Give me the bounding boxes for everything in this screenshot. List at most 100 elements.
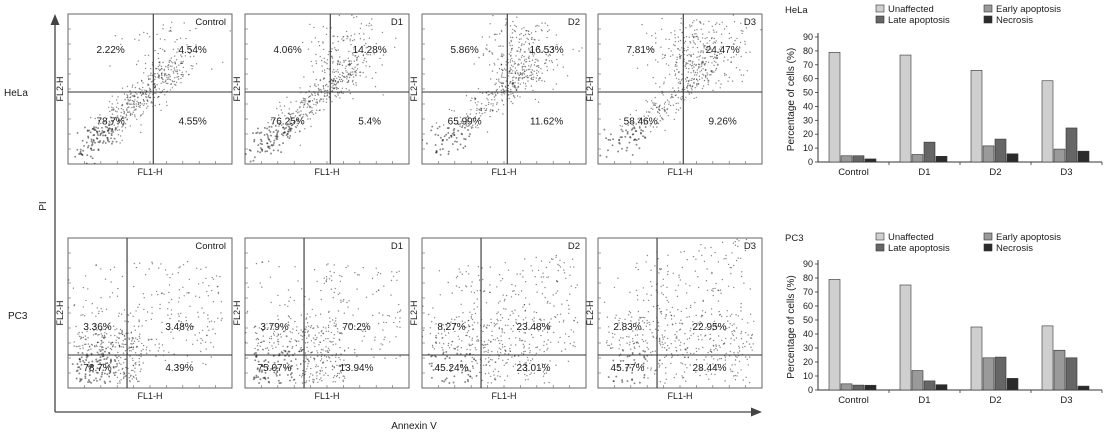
event-dot xyxy=(460,347,462,349)
event-dot xyxy=(336,87,338,89)
event-dot xyxy=(290,360,293,363)
event-dot xyxy=(121,116,124,118)
event-dot xyxy=(112,344,115,346)
event-dot xyxy=(138,103,140,105)
event-dot xyxy=(470,344,472,346)
event-dot xyxy=(735,314,737,316)
event-dot xyxy=(669,311,671,313)
event-dot xyxy=(98,367,101,370)
event-dot xyxy=(737,352,739,354)
event-dot xyxy=(677,309,679,311)
event-dot xyxy=(732,14,735,16)
event-dot xyxy=(78,372,81,375)
event-dot xyxy=(512,79,514,82)
event-dot xyxy=(144,93,146,95)
event-dot xyxy=(750,346,752,348)
event-dot xyxy=(352,76,355,78)
event-dot xyxy=(342,79,344,82)
event-dot xyxy=(655,102,657,105)
event-dot xyxy=(525,317,527,319)
event-dot xyxy=(101,355,104,358)
event-dot xyxy=(268,129,271,132)
event-dot xyxy=(712,345,715,347)
event-dot xyxy=(137,306,139,308)
event-dot xyxy=(87,349,89,352)
event-dot xyxy=(308,95,311,98)
quadrant-upper-left-value: 4.06% xyxy=(273,45,301,56)
event-dot xyxy=(344,364,347,366)
event-dot xyxy=(120,43,122,46)
event-dot xyxy=(333,322,336,324)
event-dot xyxy=(657,122,659,124)
event-dot xyxy=(701,37,704,39)
event-dot xyxy=(635,322,638,324)
event-dot xyxy=(276,107,278,110)
event-dot xyxy=(448,357,451,359)
event-dot xyxy=(737,245,739,248)
event-dot xyxy=(315,338,317,340)
event-dot xyxy=(711,37,713,39)
event-dot xyxy=(339,359,341,361)
event-dot xyxy=(709,40,711,42)
event-dot xyxy=(684,65,687,68)
event-dot xyxy=(469,133,471,136)
event-dot xyxy=(573,319,575,322)
event-dot xyxy=(327,326,330,329)
event-dot xyxy=(696,46,699,49)
event-dot xyxy=(112,119,114,122)
event-dot xyxy=(734,374,736,377)
event-dot xyxy=(470,291,473,293)
event-dot xyxy=(654,96,656,99)
event-dot xyxy=(712,29,715,31)
event-dot xyxy=(277,130,280,133)
event-dot xyxy=(662,94,664,96)
event-dot xyxy=(481,112,483,115)
event-dot xyxy=(326,278,328,280)
event-dot xyxy=(301,382,304,384)
event-dot xyxy=(146,346,148,348)
event-dot xyxy=(144,54,146,57)
event-dot xyxy=(734,364,736,366)
bar xyxy=(1065,357,1078,391)
event-dot xyxy=(83,361,86,364)
event-dot xyxy=(694,87,696,89)
event-dot xyxy=(512,95,515,97)
event-dot xyxy=(315,104,317,106)
event-dot xyxy=(132,84,134,86)
event-dot xyxy=(273,119,275,121)
event-dot xyxy=(121,329,123,332)
event-dot xyxy=(533,64,536,66)
event-dot xyxy=(104,328,106,331)
event-dot xyxy=(267,352,270,355)
bar xyxy=(994,356,1007,391)
event-dot xyxy=(666,349,668,351)
event-dot xyxy=(657,61,659,63)
event-dot xyxy=(82,149,85,152)
event-dot xyxy=(143,100,145,103)
event-dot xyxy=(322,41,324,43)
event-dot xyxy=(659,340,661,342)
event-dot xyxy=(718,310,720,313)
event-dot xyxy=(643,136,646,139)
event-dot xyxy=(760,29,762,31)
event-dot xyxy=(680,79,683,81)
event-dot xyxy=(713,37,715,40)
event-dot xyxy=(733,329,735,332)
legend-label: Unaffected xyxy=(888,4,934,15)
event-dot xyxy=(699,321,701,323)
event-dot xyxy=(618,339,621,341)
event-dot xyxy=(323,57,325,60)
event-dot xyxy=(97,334,99,336)
event-dot xyxy=(536,346,539,348)
event-dot xyxy=(476,109,478,112)
event-dot xyxy=(751,334,753,337)
event-dot xyxy=(164,359,166,362)
bar-category-label: Control xyxy=(838,167,869,178)
event-dot xyxy=(288,113,291,116)
event-dot xyxy=(469,349,471,351)
event-dot xyxy=(195,295,197,297)
event-dot xyxy=(619,136,622,139)
event-dot xyxy=(497,358,500,360)
event-dot xyxy=(270,134,272,137)
event-dot xyxy=(163,88,165,91)
